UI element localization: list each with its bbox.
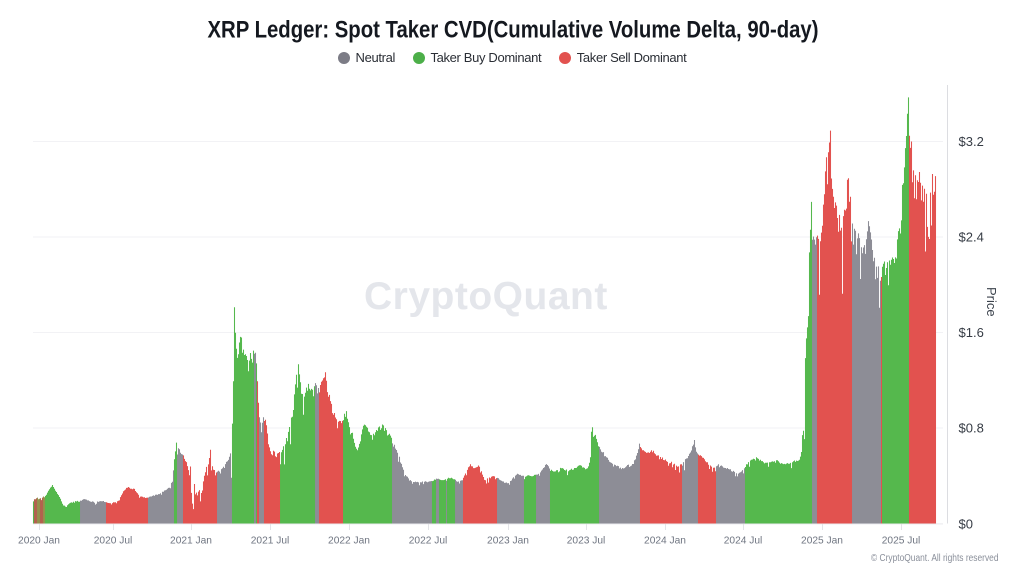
svg-text:XRP Ledger: Spot Taker CVD(Cum: XRP Ledger: Spot Taker CVD(Cumulative Vo… — [208, 17, 819, 44]
svg-text:2021 Jan: 2021 Jan — [170, 536, 212, 547]
svg-text:2024 Jan: 2024 Jan — [644, 536, 686, 547]
svg-text:2023 Jan: 2023 Jan — [487, 536, 529, 547]
svg-text:2025 Jan: 2025 Jan — [801, 536, 843, 547]
svg-text:2025 Jul: 2025 Jul — [882, 536, 921, 547]
svg-text:$3.2: $3.2 — [959, 134, 984, 149]
svg-text:2024 Jul: 2024 Jul — [724, 536, 763, 547]
svg-text:2020 Jan: 2020 Jan — [18, 536, 60, 547]
svg-text:2023 Jul: 2023 Jul — [567, 536, 606, 547]
svg-text:© CryptoQuant. All rights rese: © CryptoQuant. All rights reserved — [871, 553, 999, 564]
svg-text:$0.8: $0.8 — [959, 420, 984, 435]
svg-text:2021 Jul: 2021 Jul — [251, 536, 290, 547]
svg-text:$2.4: $2.4 — [959, 229, 984, 244]
svg-text:$0: $0 — [959, 516, 973, 531]
svg-text:2022 Jan: 2022 Jan — [328, 536, 370, 547]
svg-text:2020 Jul: 2020 Jul — [94, 536, 133, 547]
svg-text:2022 Jul: 2022 Jul — [409, 536, 448, 547]
svg-text:$1.6: $1.6 — [959, 325, 984, 340]
